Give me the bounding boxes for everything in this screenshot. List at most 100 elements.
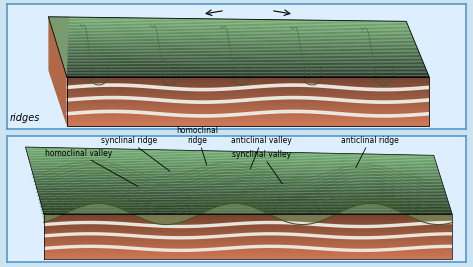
Text: synclinal valley: synclinal valley — [232, 150, 291, 184]
Polygon shape — [50, 21, 409, 27]
Polygon shape — [37, 191, 446, 195]
Polygon shape — [67, 123, 429, 126]
Polygon shape — [31, 169, 440, 176]
Polygon shape — [31, 167, 440, 174]
Polygon shape — [44, 226, 452, 229]
Polygon shape — [30, 166, 439, 173]
Polygon shape — [56, 41, 416, 45]
Polygon shape — [67, 119, 429, 123]
Polygon shape — [55, 39, 415, 44]
Polygon shape — [67, 83, 429, 87]
Polygon shape — [27, 152, 436, 161]
Polygon shape — [32, 172, 441, 179]
Polygon shape — [61, 60, 423, 63]
Polygon shape — [63, 65, 425, 67]
Polygon shape — [65, 71, 428, 73]
Polygon shape — [28, 155, 437, 164]
Polygon shape — [44, 214, 452, 217]
Polygon shape — [67, 106, 429, 109]
Polygon shape — [67, 109, 429, 113]
Polygon shape — [43, 211, 452, 213]
Polygon shape — [30, 162, 438, 170]
Text: ridges: ridges — [9, 113, 40, 123]
Polygon shape — [66, 74, 429, 75]
Polygon shape — [67, 77, 429, 80]
Polygon shape — [51, 24, 410, 30]
Polygon shape — [44, 235, 452, 238]
Polygon shape — [52, 27, 411, 32]
Polygon shape — [40, 199, 448, 202]
Polygon shape — [38, 194, 447, 198]
Polygon shape — [54, 35, 414, 39]
Text: anticlinal ridge: anticlinal ridge — [341, 136, 398, 168]
Polygon shape — [67, 116, 429, 119]
Polygon shape — [44, 220, 452, 223]
Polygon shape — [61, 56, 422, 59]
Polygon shape — [43, 209, 451, 211]
Polygon shape — [35, 184, 444, 189]
Polygon shape — [37, 189, 446, 193]
Text: synclinal ridge: synclinal ridge — [101, 136, 170, 171]
Polygon shape — [52, 29, 412, 34]
Polygon shape — [42, 207, 451, 210]
Polygon shape — [44, 212, 452, 214]
Polygon shape — [56, 42, 417, 46]
Polygon shape — [42, 206, 450, 208]
Polygon shape — [48, 17, 69, 77]
Polygon shape — [44, 256, 452, 259]
Polygon shape — [55, 38, 415, 42]
Text: homoclinal
ridge: homoclinal ridge — [176, 125, 219, 165]
Polygon shape — [33, 174, 442, 180]
Polygon shape — [59, 51, 420, 55]
Polygon shape — [58, 47, 418, 50]
Polygon shape — [50, 23, 409, 28]
Polygon shape — [67, 77, 429, 126]
Polygon shape — [26, 150, 435, 160]
Polygon shape — [59, 50, 420, 53]
Polygon shape — [58, 48, 419, 52]
Polygon shape — [36, 187, 445, 192]
Polygon shape — [49, 18, 407, 24]
Polygon shape — [32, 170, 441, 177]
Polygon shape — [29, 160, 438, 168]
Polygon shape — [67, 90, 429, 93]
Polygon shape — [48, 17, 67, 126]
Polygon shape — [39, 197, 448, 201]
Polygon shape — [62, 62, 424, 64]
Polygon shape — [60, 53, 420, 56]
Polygon shape — [44, 250, 452, 253]
Polygon shape — [44, 241, 452, 244]
Polygon shape — [44, 238, 452, 241]
Polygon shape — [34, 177, 443, 183]
Polygon shape — [61, 57, 422, 60]
Polygon shape — [41, 202, 449, 205]
Text: homoclinal valley: homoclinal valley — [44, 148, 138, 186]
Polygon shape — [26, 149, 435, 158]
Polygon shape — [53, 30, 412, 35]
Polygon shape — [44, 244, 452, 247]
Polygon shape — [28, 157, 437, 166]
Polygon shape — [39, 195, 447, 199]
Polygon shape — [44, 217, 452, 220]
Polygon shape — [35, 180, 443, 186]
Polygon shape — [33, 175, 442, 182]
Polygon shape — [67, 103, 429, 106]
Polygon shape — [48, 17, 407, 23]
Polygon shape — [26, 147, 434, 157]
Polygon shape — [44, 223, 452, 226]
Polygon shape — [27, 154, 436, 163]
Polygon shape — [67, 113, 429, 116]
Polygon shape — [65, 72, 428, 74]
Text: anticlinal valley: anticlinal valley — [231, 136, 292, 169]
Polygon shape — [34, 179, 443, 185]
Polygon shape — [67, 100, 429, 103]
Polygon shape — [40, 201, 449, 204]
Polygon shape — [53, 32, 412, 37]
Polygon shape — [35, 182, 444, 188]
Polygon shape — [57, 45, 418, 49]
Polygon shape — [61, 59, 423, 61]
Polygon shape — [60, 54, 421, 57]
Polygon shape — [67, 93, 429, 96]
Polygon shape — [51, 26, 410, 31]
Polygon shape — [30, 164, 439, 171]
